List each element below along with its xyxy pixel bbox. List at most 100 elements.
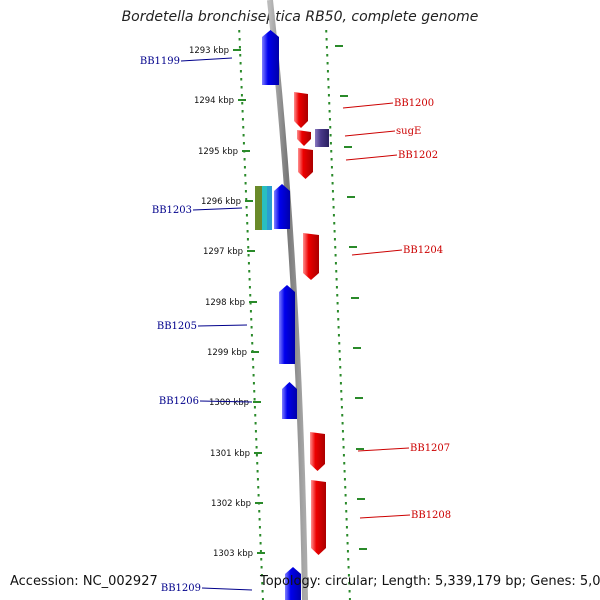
label-leader-line bbox=[180, 57, 233, 62]
outer-ruler-dot bbox=[325, 38, 328, 41]
inner-ruler-dot bbox=[254, 414, 257, 417]
gene-labels[interactable]: BB1199 BB1200 sugE BB1202 BB1203 BB1204 BB1205… bbox=[140, 56, 451, 594]
feature-strip[interactable] bbox=[255, 186, 262, 230]
gene-arrow-bb1202[interactable] bbox=[298, 148, 313, 179]
outer-ruler-dot bbox=[336, 302, 339, 305]
gene-label-bb1200[interactable]: BB1200 bbox=[394, 98, 434, 109]
gene-label-bb1208[interactable]: BB1208 bbox=[411, 510, 451, 521]
outer-ruler-dot bbox=[328, 118, 331, 121]
ruler-dots bbox=[238, 30, 351, 600]
inner-ruler-dot bbox=[238, 46, 241, 49]
outer-ruler-dot bbox=[333, 222, 336, 225]
inner-ruler-dot bbox=[247, 262, 250, 265]
gene-arrow-bb1199[interactable] bbox=[262, 30, 279, 85]
inner-ruler-dot bbox=[249, 302, 252, 305]
label-leader-line bbox=[199, 400, 253, 403]
gene-features[interactable] bbox=[255, 30, 329, 600]
label-leader-line bbox=[192, 207, 243, 211]
outer-ruler-dot bbox=[334, 254, 337, 257]
inner-ruler-dot bbox=[247, 246, 250, 249]
inner-ruler-dot bbox=[250, 326, 253, 329]
label-leader-line bbox=[345, 154, 398, 161]
feature-strip[interactable] bbox=[262, 186, 267, 230]
inner-ruler-dot bbox=[261, 590, 264, 593]
inner-ruler-dot bbox=[250, 334, 253, 337]
outer-ruler-dot bbox=[333, 238, 336, 241]
outer-ruler-dot bbox=[348, 598, 351, 600]
inner-ruler-dot bbox=[256, 462, 259, 465]
outer-ruler-dot bbox=[326, 70, 329, 73]
outer-ruler-dot bbox=[330, 158, 333, 161]
inner-ruler-dot bbox=[238, 38, 241, 41]
outer-ruler-dot bbox=[343, 478, 346, 481]
outer-ruler-dot bbox=[333, 230, 336, 233]
inner-ruler-dot bbox=[254, 430, 257, 433]
inner-ruler-dot bbox=[244, 174, 247, 177]
outer-ruler-dot bbox=[344, 502, 347, 505]
inner-ruler-dot bbox=[244, 182, 247, 185]
gene-arrow-bb1208[interactable] bbox=[311, 480, 326, 555]
label-leader-line bbox=[342, 102, 394, 109]
outer-ruler-dot bbox=[336, 294, 339, 297]
outer-ruler-dot bbox=[331, 190, 334, 193]
gene-label-suge[interactable]: sugE bbox=[396, 126, 421, 137]
tick-label: 1297 kbp bbox=[203, 247, 243, 257]
outer-ruler-dot bbox=[338, 350, 341, 353]
inner-ruler-dot bbox=[253, 398, 256, 401]
inner-ruler-dot bbox=[255, 454, 258, 457]
outer-ruler-dot bbox=[346, 542, 349, 545]
outer-ruler-dot bbox=[334, 246, 337, 249]
gene-arrow-suge[interactable] bbox=[297, 130, 311, 146]
gene-arrow-bb1205[interactable] bbox=[279, 285, 295, 364]
feature-block[interactable] bbox=[315, 129, 329, 147]
inner-ruler-dot bbox=[245, 206, 248, 209]
outer-ruler-dot bbox=[328, 102, 331, 105]
inner-ruler-dot bbox=[240, 86, 243, 89]
inner-ruler-dot bbox=[242, 134, 245, 137]
label-leader-line bbox=[357, 447, 410, 452]
gene-label-bb1205[interactable]: BB1205 bbox=[157, 321, 197, 332]
feature-strip[interactable] bbox=[267, 186, 272, 230]
kbp-ruler: 1293 kbp 1294 kbp 1295 kbp 1296 kbp 1297 kbp… bbox=[189, 45, 367, 559]
outer-ruler-dot bbox=[334, 262, 337, 265]
inner-ruler-dot bbox=[245, 198, 248, 201]
outer-ruler-dot bbox=[341, 414, 344, 417]
accession-text: Accession: NC_002927 bbox=[10, 574, 158, 589]
gene-label-bb1202[interactable]: BB1202 bbox=[398, 150, 438, 161]
gene-arrow-bb1203[interactable] bbox=[274, 184, 290, 229]
inner-ruler-dot bbox=[261, 598, 264, 600]
outer-ruler-dot bbox=[329, 134, 332, 137]
inner-ruler-dot bbox=[258, 526, 261, 529]
inner-ruler-dot bbox=[240, 94, 243, 97]
inner-ruler-dot bbox=[246, 222, 249, 225]
gene-label-bb1199[interactable]: BB1199 bbox=[140, 56, 180, 67]
gene-label-bb1204[interactable]: BB1204 bbox=[403, 245, 443, 256]
gene-label-bb1206[interactable]: BB1206 bbox=[159, 396, 199, 407]
inner-ruler-dot bbox=[259, 550, 262, 553]
outer-ruler-dot bbox=[339, 374, 342, 377]
gene-arrow-bb1206[interactable] bbox=[282, 382, 297, 419]
inner-ruler-dot bbox=[253, 406, 256, 409]
gene-arrow-bb1207[interactable] bbox=[310, 432, 325, 471]
outer-ruler-dot bbox=[342, 438, 345, 441]
tick-label: 1301 kbp bbox=[210, 449, 250, 459]
inner-ruler-dot bbox=[249, 294, 252, 297]
outer-ruler-dot bbox=[338, 342, 341, 345]
outer-ruler-dot bbox=[330, 166, 333, 169]
gene-arrow-bb1204[interactable] bbox=[303, 233, 319, 280]
inner-ruler-dot bbox=[256, 470, 259, 473]
gene-label-bb1209[interactable]: BB1209 bbox=[161, 583, 201, 594]
outer-ruler-dot bbox=[325, 30, 328, 33]
outer-ruler-dot bbox=[325, 46, 328, 49]
outer-ruler-dot bbox=[326, 62, 329, 65]
tick-label: 1296 kbp bbox=[201, 197, 241, 207]
outer-ruler-dot bbox=[326, 54, 329, 57]
tick-label: 1294 kbp bbox=[194, 96, 234, 106]
gene-label-bb1207[interactable]: BB1207 bbox=[410, 443, 450, 454]
outer-ruler-dot bbox=[338, 358, 341, 361]
gene-arrow-bb1200[interactable] bbox=[294, 92, 308, 128]
gene-arrow-bb1209[interactable] bbox=[285, 567, 301, 600]
gene-label-bb1203[interactable]: BB1203 bbox=[152, 205, 192, 216]
inner-ruler-dot bbox=[254, 422, 257, 425]
